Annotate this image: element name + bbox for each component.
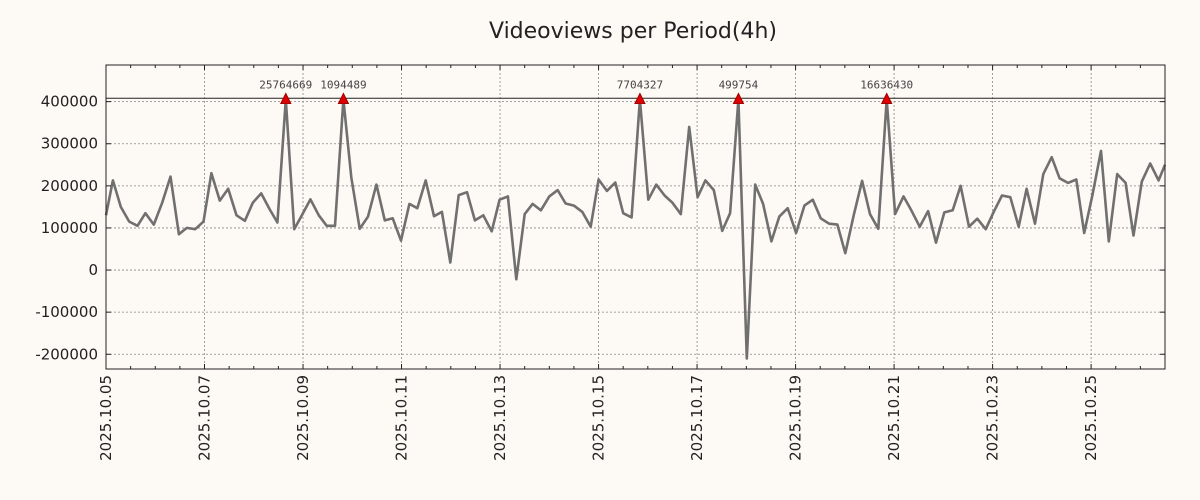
x-tick-label: 2025.10.11 xyxy=(393,375,411,461)
x-tick-label: 2025.10.07 xyxy=(196,375,214,461)
x-tick-label: 2025.10.25 xyxy=(1082,375,1100,461)
peak-label: 25764669 xyxy=(259,79,312,92)
x-tick-label: 2025.10.15 xyxy=(590,375,608,461)
series-line-videoviews xyxy=(104,98,1167,360)
y-tick-label: -100000 xyxy=(35,303,98,321)
peak-marker xyxy=(279,92,292,105)
peak-markers: 25764669 1094489 7704327 499754 16636430 xyxy=(259,79,913,105)
peak-marker xyxy=(634,92,646,105)
peak-marker xyxy=(732,92,745,105)
peak-label: 7704327 xyxy=(617,79,663,92)
y-tick-label: 100000 xyxy=(41,219,98,237)
y-tick-label: 0 xyxy=(88,261,98,279)
peak-marker xyxy=(880,92,893,105)
x-tick-label: 2025.10.13 xyxy=(491,375,509,461)
x-tick-label: 2025.10.23 xyxy=(984,375,1002,461)
peak-marker xyxy=(337,92,350,105)
y-tick-label: 300000 xyxy=(41,135,98,153)
plot-frame xyxy=(105,64,1166,370)
axis-ticks: 400000 300000 200000 100000 0 -100000 -200000 2… xyxy=(35,65,1165,461)
grid xyxy=(105,65,1165,369)
peak-label: 1094489 xyxy=(320,79,366,92)
x-tick-label: 2025.10.17 xyxy=(688,375,706,461)
peak-label: 499754 xyxy=(719,79,759,92)
y-tick-label: 400000 xyxy=(41,93,98,111)
peak-label: 16636430 xyxy=(860,79,913,92)
x-tick-label: 2025.10.21 xyxy=(885,375,903,461)
x-tick-label: 2025.10.05 xyxy=(97,375,115,461)
y-tick-label: -200000 xyxy=(35,345,98,363)
chart-title: Videoviews per Period(4h) xyxy=(489,19,777,44)
x-tick-label: 2025.10.09 xyxy=(294,375,312,461)
y-tick-label: 200000 xyxy=(41,177,98,195)
x-tick-label: 2025.10.19 xyxy=(787,375,805,461)
